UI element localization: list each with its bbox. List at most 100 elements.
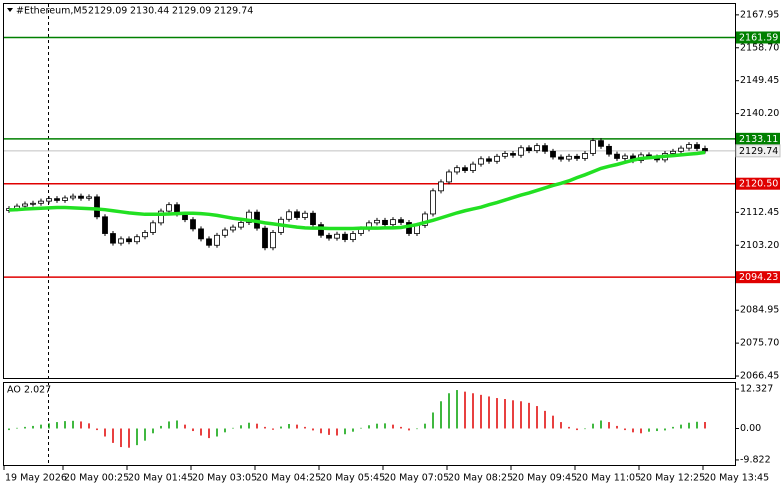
x-tick-label: 20 May 13:45: [704, 473, 769, 484]
x-tick-label: 20 May 01:45: [128, 473, 193, 484]
candle-body: [62, 197, 68, 201]
level-label: 2094.23: [739, 272, 778, 283]
candle-body: [166, 204, 172, 212]
level-label: 2161.59: [739, 32, 778, 43]
candle-body: [462, 167, 468, 171]
header-open: 2129.09: [88, 6, 127, 17]
x-tick-label: 20 May 03:05: [192, 473, 257, 484]
candle-body: [478, 158, 484, 165]
header-high: 2130.44: [130, 6, 169, 17]
y-tick-label: 2167.95: [740, 9, 779, 20]
candle-body: [230, 226, 236, 231]
candle-body: [382, 219, 388, 226]
candle-body: [686, 144, 692, 149]
candle-body: [582, 153, 588, 159]
candle-body: [606, 145, 612, 155]
level-label-box: [736, 132, 780, 145]
y-tick-label: 2084.95: [740, 305, 779, 316]
main-panel: [3, 3, 736, 379]
x-tick-label: 20 May 09:45: [512, 473, 577, 484]
y-tick-label: 2158.70: [740, 42, 779, 53]
candle-body: [422, 213, 428, 226]
x-tick-label: 20 May 05:45: [320, 473, 385, 484]
candle-body: [206, 238, 212, 246]
candle-body: [54, 198, 60, 201]
candle-body: [694, 144, 700, 149]
candle-body: [30, 202, 36, 205]
y-tick-label: 2112.45: [740, 207, 779, 218]
y-tick-label: 2066.45: [740, 371, 779, 382]
candle-body: [310, 212, 316, 226]
y-tick-label: 0.00: [740, 423, 761, 434]
candle-body: [86, 196, 92, 199]
candle-body: [430, 190, 436, 215]
x-tick-label: 20 May 11:05: [576, 473, 641, 484]
candle-body: [438, 181, 444, 192]
candle-body: [534, 145, 540, 152]
candle-body: [262, 227, 268, 249]
candle-body: [614, 153, 620, 159]
candle-body: [286, 211, 292, 220]
x-tick-label: 20 May 04:25: [256, 473, 321, 484]
candle-body: [22, 203, 28, 207]
candle-body: [246, 211, 252, 223]
level-label-box: [736, 177, 780, 190]
candle-body: [390, 219, 396, 226]
candle-body: [158, 210, 164, 224]
candle-body: [670, 150, 676, 154]
candle-body: [302, 212, 308, 218]
candle-body: [702, 148, 708, 152]
candle-body: [590, 140, 596, 154]
candle-body: [342, 233, 348, 240]
ao-current: 2.027: [24, 385, 51, 396]
candle-body: [94, 196, 100, 218]
y-tick-label: 2103.20: [740, 240, 779, 251]
candle-body: [110, 233, 116, 244]
ao-title: AO: [7, 385, 21, 396]
level-label-box: [736, 31, 780, 44]
x-tick-label: 20 May 12:25: [640, 473, 705, 484]
candle-body: [334, 233, 340, 239]
candle-body: [446, 171, 452, 183]
y-tick-label: 2140.20: [740, 108, 779, 119]
x-tick-label: 20 May 08:25: [448, 473, 513, 484]
candle-body: [238, 222, 244, 228]
candle-body: [494, 155, 500, 162]
y-tick-label: 2075.70: [740, 338, 779, 349]
candle-body: [510, 153, 516, 156]
last-price-label: 2129.74: [739, 146, 778, 157]
candle-body: [102, 216, 108, 234]
candle-body: [294, 211, 300, 218]
candle-body: [118, 238, 124, 244]
x-tick-label: 20 May 00:25: [64, 473, 129, 484]
candle-body: [150, 222, 156, 233]
candle-body: [454, 167, 460, 173]
candle-body: [598, 140, 604, 147]
x-tick-label: 20 May 07:05: [384, 473, 449, 484]
header-close: 2129.74: [214, 6, 253, 17]
y-tick-label: 12.327: [740, 383, 773, 394]
candle-body: [190, 219, 196, 230]
level-label-box: [736, 271, 780, 284]
candle-body: [550, 150, 556, 158]
candle-body: [126, 238, 132, 243]
last-price-box: [735, 144, 781, 158]
candle-body: [526, 147, 532, 152]
candle-body: [38, 200, 44, 204]
ao-panel: [3, 382, 736, 466]
candle-body: [270, 232, 276, 249]
candle-body: [46, 198, 52, 202]
candle-body: [198, 228, 204, 240]
level-label: 2133.11: [739, 134, 778, 145]
symbol: #Ethereum,M5: [16, 6, 88, 17]
candle-body: [214, 234, 220, 246]
candle-body: [470, 163, 476, 171]
candle-body: [134, 236, 140, 243]
x-tick-label: 19 May 2026: [5, 473, 67, 484]
menu-arrow[interactable]: [7, 8, 13, 12]
candle-body: [502, 153, 508, 157]
candle-body: [142, 232, 148, 238]
level-label: 2120.50: [739, 179, 778, 190]
